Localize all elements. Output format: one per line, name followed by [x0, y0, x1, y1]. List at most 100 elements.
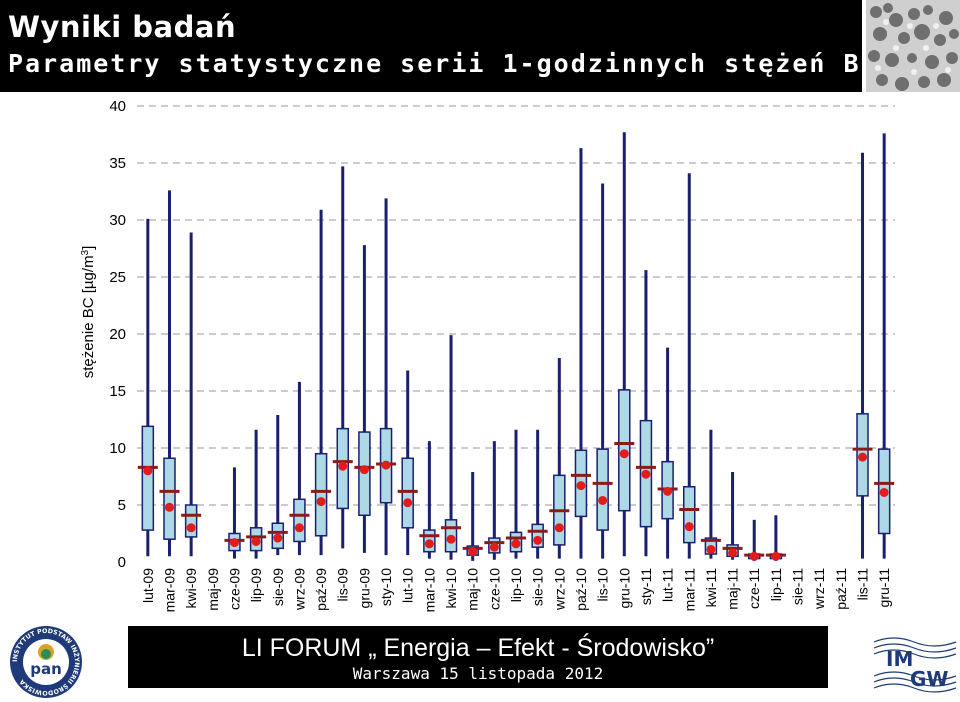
- x-tick-label: gru-11: [876, 568, 892, 608]
- iqr-box: [163, 457, 176, 540]
- x-tick-label: maj-09: [205, 568, 221, 611]
- boxplot-chart: 0 5 10 15 20 25 30 35 40 stężenie BC [µg/m3] lut…: [80, 98, 895, 613]
- median-dot: [381, 460, 391, 470]
- median-dot: [294, 523, 304, 533]
- footer: INSTYTUT PODSTAW INŻYNIERII ŚRODOWISKA p…: [0, 622, 960, 702]
- x-tick-label: lut-10: [400, 568, 416, 603]
- iqr-box: [184, 504, 198, 538]
- page-title: Wyniki badań: [8, 10, 237, 44]
- box-series: [137, 132, 895, 561]
- page-subtitle: Parametry statystyczne serii 1-godzinnyc…: [8, 49, 878, 78]
- median-dot: [554, 523, 564, 533]
- imgw-logo-top-text: IM: [886, 647, 913, 671]
- y-axis-label-main: stężenie BC [µg/m: [80, 255, 97, 378]
- x-tick-label: kwi-11: [703, 568, 719, 608]
- median-dot: [359, 465, 369, 475]
- iqr-box: [683, 486, 696, 544]
- x-tick-label: sie-09: [270, 568, 286, 606]
- x-tick-label: mar-09: [161, 568, 177, 613]
- ipis-pan-logo: INSTYTUT PODSTAW INŻYNIERII ŚRODOWISKA p…: [10, 626, 82, 698]
- x-tick-label: wrz-10: [551, 568, 567, 611]
- y-tick-label: 0: [118, 554, 126, 571]
- median-dot: [316, 497, 326, 507]
- x-tick-label: sie-10: [530, 568, 546, 606]
- median-dot: [186, 523, 196, 533]
- iqr-box: [314, 452, 328, 537]
- x-tick-label: lis-11: [855, 568, 871, 601]
- median-dot: [684, 522, 694, 532]
- footer-title: LI FORUM „ Energia – Efekt - Środowisko”: [241, 634, 715, 662]
- y-tick-label: 40: [109, 98, 126, 115]
- x-tick-label: lip-11: [768, 568, 784, 601]
- y-tick-label: 20: [109, 326, 126, 343]
- median-dot: [771, 551, 781, 561]
- x-tick-label: maj-10: [465, 568, 481, 611]
- footer-subtitle: Warszawa 15 listopada 2012: [352, 664, 604, 683]
- x-tick-label: lip-10: [508, 568, 524, 602]
- y-axis-label-superscript: 3: [80, 249, 91, 255]
- median-dot: [511, 539, 521, 549]
- header-microscope-image: [866, 0, 960, 92]
- y-axis-label: stężenie BC [µg/m3]: [80, 246, 98, 379]
- x-tick-label: paź-10: [573, 568, 589, 611]
- y-tick-label: 30: [109, 212, 126, 229]
- x-tick-label: gru-10: [616, 568, 632, 609]
- iqr-box: [401, 457, 414, 529]
- y-tick-label: 35: [109, 155, 126, 172]
- y-tick-label: 5: [118, 497, 126, 514]
- x-tick-label: mar-10: [421, 568, 437, 613]
- logo-pan-text: pan: [30, 660, 62, 678]
- x-tick-label: lis-09: [335, 568, 351, 602]
- imgw-logo: IM GW: [872, 630, 958, 694]
- median-dot: [273, 533, 283, 543]
- y-tick-labels: 0 5 10 15 20 25 30 35 40: [109, 98, 126, 571]
- x-tick-label: paź-09: [313, 568, 329, 611]
- median-dot: [858, 452, 868, 462]
- x-tick-labels: lut-09 mar-09 kwi-09 maj-09 cze-09 lip-09 sie-…: [140, 568, 892, 613]
- median-dot: [598, 495, 608, 505]
- median-dot: [879, 487, 889, 497]
- iqr-box: [596, 448, 609, 531]
- x-tick-label: sie-11: [790, 568, 806, 605]
- x-tick-label: cze-09: [226, 568, 242, 610]
- iqr-box: [141, 425, 155, 531]
- x-tick-label: lut-09: [140, 568, 156, 603]
- median-dot: [749, 551, 759, 561]
- median-dot: [338, 461, 348, 471]
- footer-band: LI FORUM „ Energia – Efekt - Środowisko”…: [128, 626, 828, 688]
- x-tick-label: cze-11: [746, 568, 762, 609]
- median-dot: [641, 469, 651, 479]
- iqr-box: [293, 498, 306, 543]
- x-tick-label: wrz-11: [811, 568, 827, 610]
- median-dot: [619, 449, 629, 459]
- x-tick-label: mar-11: [681, 568, 697, 612]
- median-dot: [446, 534, 456, 544]
- x-tick-label: cze-10: [486, 568, 502, 610]
- iqr-box: [531, 523, 544, 548]
- median-dot: [489, 542, 499, 552]
- median-dot: [728, 548, 738, 558]
- median-dot: [251, 536, 261, 546]
- median-dot: [164, 502, 174, 512]
- x-tick-label: sty-11: [638, 568, 654, 605]
- median-dot: [229, 538, 239, 548]
- y-tick-label: 15: [109, 383, 126, 400]
- x-tick-label: lip-09: [248, 568, 264, 602]
- median-dot: [143, 466, 153, 476]
- x-tick-label: paź-11: [833, 568, 849, 610]
- median-dot: [576, 481, 586, 491]
- x-tick-label: maj-11: [725, 568, 741, 610]
- median-dot: [424, 539, 434, 549]
- x-tick-label: lut-11: [660, 568, 676, 602]
- median-dot: [468, 547, 478, 557]
- y-axis-label-suffix: ]: [80, 246, 97, 250]
- median-dot: [663, 486, 673, 496]
- x-tick-label: kwi-10: [443, 568, 459, 609]
- x-tick-label: gru-09: [356, 568, 372, 609]
- median-dot: [706, 544, 716, 554]
- median-dot: [403, 498, 413, 508]
- x-tick-label: wrz-09: [291, 568, 307, 611]
- y-tick-label: 25: [109, 269, 126, 286]
- header-band: Wyniki badań Parametry statystyczne seri…: [0, 0, 876, 92]
- median-dot: [533, 535, 543, 545]
